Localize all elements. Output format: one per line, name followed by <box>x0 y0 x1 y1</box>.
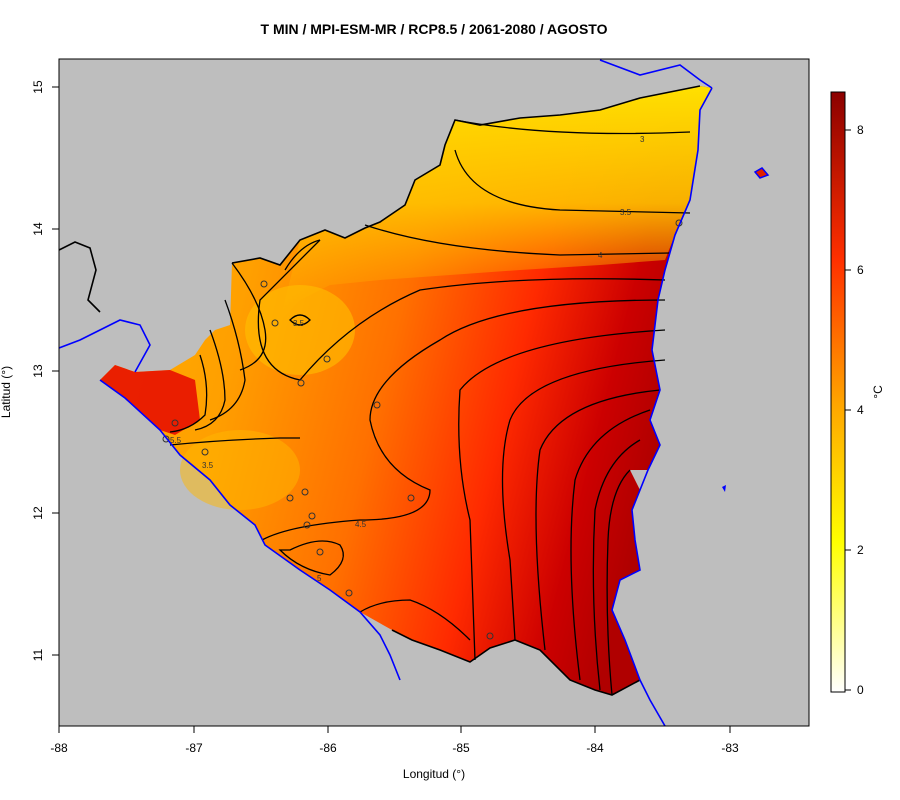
y-tick-label: 11 <box>31 648 45 661</box>
station-marker <box>297 379 305 387</box>
contour-label: 3.5 <box>620 208 632 217</box>
contour-label: 3.5 <box>293 319 305 328</box>
station-marker <box>407 494 415 502</box>
coastline <box>59 59 713 726</box>
colorbar-tick-label: 6 <box>857 263 864 277</box>
colorbar-gradient <box>830 91 846 693</box>
stations <box>162 219 683 640</box>
station-marker <box>260 280 268 288</box>
map-frame <box>58 58 810 727</box>
station-marker <box>171 419 179 427</box>
colorbar-tick-label: 8 <box>857 123 864 137</box>
land-border <box>59 85 701 696</box>
station-marker <box>373 401 381 409</box>
colorbar-tick-label: 4 <box>857 403 864 417</box>
station-marker <box>323 355 331 363</box>
contour-label: 5 <box>317 574 322 583</box>
colorbar-unit-label: °C <box>871 385 885 399</box>
contour-label: 4 <box>598 251 603 260</box>
y-axis: 15 14 13 12 11 Latitud (°) <box>0 80 59 661</box>
colorbar-tick-label: 0 <box>857 683 864 697</box>
colorbar: 0 2 4 6 8 °C <box>830 91 885 697</box>
station-marker <box>308 512 316 520</box>
contour-labels: 3 3.5 4 3.5 4.5 5 5.5 3.5 <box>170 135 645 583</box>
x-tick-label: -84 <box>586 741 604 755</box>
offshore-island <box>722 485 726 492</box>
x-tick-label: -88 <box>50 741 68 755</box>
x-axis-label: Longitud (°) <box>403 767 465 781</box>
station-marker <box>486 632 494 640</box>
x-axis: -88 -87 -86 -85 -84 -83 Longitud (°) <box>50 726 739 781</box>
x-tick-label: -87 <box>185 741 203 755</box>
x-tick-label: -83 <box>721 741 739 755</box>
station-marker <box>301 488 309 496</box>
station-marker <box>303 521 311 529</box>
y-tick-label: 12 <box>31 506 45 520</box>
offshore-island <box>753 167 770 179</box>
contour-lines <box>169 119 691 696</box>
station-marker <box>345 589 353 597</box>
contour-label: 3 <box>640 135 645 144</box>
cool-pocket <box>245 285 355 375</box>
map-layers: 3 3.5 4 3.5 4.5 5 5.5 3.5 <box>59 59 770 726</box>
station-marker <box>162 435 170 443</box>
station-marker <box>271 319 279 327</box>
station-marker <box>201 448 209 456</box>
station-marker <box>316 548 324 556</box>
contour-label: 4.5 <box>355 520 367 529</box>
northern-cool-zone <box>280 86 712 320</box>
cool-pocket-southwest <box>180 430 300 510</box>
y-tick-label: 13 <box>31 364 45 378</box>
map-title: T MIN / MPI-ESM-MR / RCP8.5 / 2061-2080 … <box>260 21 608 37</box>
contour-label: 5.5 <box>170 436 182 445</box>
x-tick-label: -86 <box>319 741 337 755</box>
contour-label: 3.5 <box>202 461 214 470</box>
x-tick-label: -85 <box>452 741 470 755</box>
hot-west-tip <box>100 365 200 435</box>
y-axis-label: Latitud (°) <box>0 366 13 418</box>
colorbar-tick-label: 2 <box>857 543 864 557</box>
station-marker <box>286 494 294 502</box>
y-tick-label: 15 <box>31 80 45 94</box>
y-tick-label: 14 <box>31 222 45 236</box>
